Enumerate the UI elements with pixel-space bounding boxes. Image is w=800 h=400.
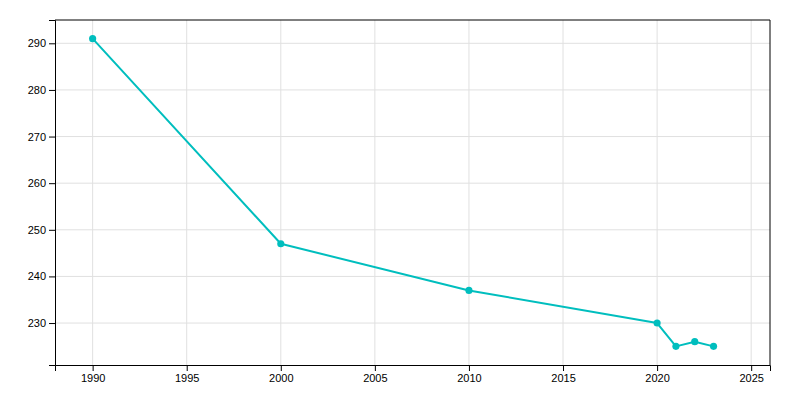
- tick: 2020: [645, 365, 669, 384]
- grid-line: [55, 43, 770, 44]
- point: [672, 343, 679, 350]
- x-axis: 1990 1995 2000 2005 2010 2015 2020 2025: [56, 365, 771, 384]
- tick-mark: [469, 365, 470, 371]
- grid-line: [55, 89, 770, 90]
- tick: 280: [28, 84, 55, 96]
- tick-mark: [49, 137, 55, 138]
- tick: 1990: [81, 365, 105, 384]
- tick: 2005: [363, 365, 387, 384]
- frame: [55, 20, 770, 21]
- tick-label: 1995: [175, 372, 199, 384]
- point: [465, 287, 472, 294]
- tick-label: 2015: [551, 372, 575, 384]
- tick-label: 240: [28, 270, 46, 282]
- tick-label: 2010: [457, 372, 481, 384]
- point: [654, 319, 661, 326]
- tick: 2010: [457, 365, 481, 384]
- tick-mark: [93, 365, 94, 371]
- tick-label: 2025: [739, 372, 763, 384]
- tick-label: 290: [28, 37, 46, 49]
- axis-line: [49, 21, 56, 366]
- tick-mark: [49, 230, 55, 231]
- tick: 260: [28, 177, 55, 189]
- grid-line: [92, 20, 93, 365]
- grid-line: [751, 20, 752, 365]
- axis-line: [56, 366, 771, 372]
- tick-mark: [49, 183, 55, 184]
- tick-mark: [751, 365, 752, 371]
- grid-line: [468, 20, 469, 365]
- tick: 290: [28, 37, 55, 49]
- tick-label: 1990: [81, 372, 105, 384]
- grid-line: [186, 20, 187, 365]
- tick-mark: [563, 365, 564, 371]
- tick: 1995: [175, 365, 199, 384]
- tick: 240: [28, 270, 55, 282]
- tick: 230: [28, 317, 55, 329]
- tick-label: 280: [28, 84, 46, 96]
- tick-mark: [49, 43, 55, 44]
- grid-line: [374, 20, 375, 365]
- tick-mark: [49, 90, 55, 91]
- plot: 1990 1995 2000 2005 2010 2015 2020 2025 230 240 25…: [28, 20, 771, 384]
- grid-line: [55, 183, 770, 184]
- grid-line: [55, 229, 770, 230]
- tick: 270: [28, 131, 55, 143]
- chart: 1990 1995 2000 2005 2010 2015 2020 2025 230 240 25…: [0, 0, 800, 400]
- tick-label: 270: [28, 131, 46, 143]
- tick-mark: [657, 365, 658, 371]
- tick: 250: [28, 224, 55, 236]
- grid-line: [657, 20, 658, 365]
- point: [89, 35, 96, 42]
- grid-line: [563, 20, 564, 365]
- tick-label: 2020: [645, 372, 669, 384]
- tick-mark: [187, 365, 188, 371]
- tick-label: 2005: [363, 372, 387, 384]
- point: [691, 338, 698, 345]
- tick-label: 250: [28, 224, 46, 236]
- tick-label: 2000: [269, 372, 293, 384]
- line: [93, 39, 714, 347]
- tick: 2000: [269, 365, 293, 384]
- grid-line: [280, 20, 281, 365]
- y-axis: 230 240 250 260 270 280 290: [28, 21, 56, 366]
- tick-label: 260: [28, 177, 46, 189]
- series: [89, 35, 717, 350]
- tick: 2025: [739, 365, 763, 384]
- tick-mark: [49, 276, 55, 277]
- grid-line: [55, 136, 770, 137]
- tick-mark: [375, 365, 376, 371]
- tick-mark: [281, 365, 282, 371]
- tick: 2015: [551, 365, 575, 384]
- grid: [55, 20, 770, 365]
- tick-mark: [49, 323, 55, 324]
- point: [277, 240, 284, 247]
- tick-label: 230: [28, 317, 46, 329]
- grid-line: [55, 323, 770, 324]
- frame: [770, 20, 771, 365]
- point: [710, 343, 717, 350]
